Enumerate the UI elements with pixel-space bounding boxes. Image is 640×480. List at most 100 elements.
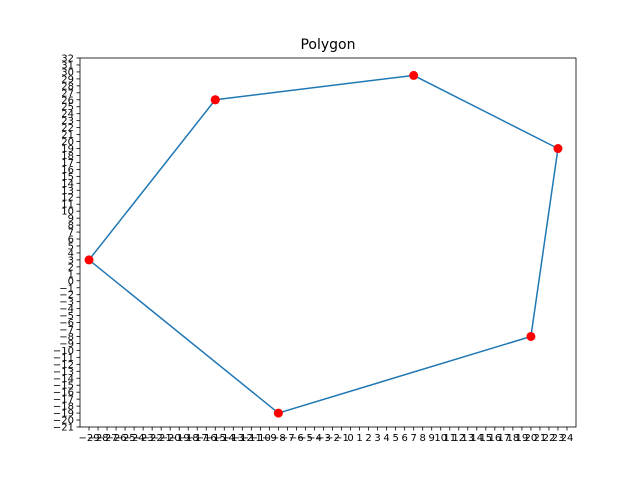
x-tick-label: −16	[196, 433, 217, 444]
y-tick-label: −9	[59, 339, 74, 350]
x-tick-label: 0	[347, 433, 353, 444]
x-tick-label: −11	[241, 433, 262, 444]
x-tick-label: −18	[178, 433, 199, 444]
y-tick-label: −4	[59, 304, 74, 315]
y-tick-label: 7	[68, 228, 74, 239]
x-tick-label: −13	[223, 433, 244, 444]
y-tick-label: −20	[53, 416, 74, 427]
y-tick-label: −2	[59, 290, 74, 301]
y-tick-label: −10	[53, 346, 74, 357]
y-tick-label: −12	[53, 360, 74, 371]
x-tick-label: 10	[434, 433, 447, 444]
x-tick-label: −14	[214, 433, 235, 444]
y-tick-label: 30	[61, 67, 74, 78]
x-tick-label: 20	[525, 433, 538, 444]
x-tick-label: −20	[160, 433, 181, 444]
x-tick-label: −4	[307, 433, 322, 444]
x-tick-label: −24	[124, 433, 145, 444]
y-tick-label: 28	[61, 81, 74, 92]
x-tick-label: −29	[78, 433, 99, 444]
y-tick-label: 32	[61, 54, 74, 65]
polygon-vertex-marker	[409, 70, 419, 80]
y-tick-label: 11	[61, 200, 74, 211]
y-tick-label: −16	[53, 388, 74, 399]
y-tick-label: 12	[61, 193, 74, 204]
x-tick-label: 9	[429, 433, 435, 444]
y-axis-ticks: −21−20−19−18−17−16−15−14−13−12−11−10−9−8…	[53, 54, 80, 434]
x-tick-label: −21	[151, 433, 172, 444]
x-tick-label: 6	[401, 433, 407, 444]
x-tick-label: −25	[115, 433, 136, 444]
x-tick-label: −1	[334, 433, 349, 444]
y-tick-label: 4	[68, 248, 74, 259]
x-tick-label: −19	[169, 433, 190, 444]
x-tick-label: −26	[106, 433, 127, 444]
x-tick-label: 21	[534, 433, 547, 444]
y-tick-label: 25	[61, 102, 74, 113]
y-tick-label: −6	[59, 318, 74, 329]
x-tick-label: 7	[410, 433, 416, 444]
y-tick-label: 31	[61, 60, 74, 71]
x-tick-label: −10	[250, 433, 271, 444]
y-tick-label: 10	[61, 207, 74, 218]
y-tick-label: 2	[68, 262, 74, 273]
y-tick-label: 8	[68, 221, 74, 232]
y-tick-label: −19	[53, 409, 74, 420]
y-tick-label: 5	[68, 241, 74, 252]
x-tick-label: −8	[271, 433, 286, 444]
y-tick-label: 16	[61, 165, 74, 176]
x-tick-label: −6	[289, 433, 304, 444]
y-tick-label: 13	[61, 186, 74, 197]
x-tick-label: 19	[516, 433, 529, 444]
y-tick-label: −1	[59, 283, 74, 294]
x-tick-label: −12	[232, 433, 253, 444]
x-tick-label: 5	[392, 433, 398, 444]
x-tick-label: 2	[365, 433, 371, 444]
y-tick-label: −3	[59, 297, 74, 308]
y-tick-label: 27	[61, 88, 74, 99]
x-axis-ticks: −29−28−27−26−25−24−23−22−21−20−19−18 −1 7 −…	[78, 427, 573, 444]
x-tick-label: −22	[142, 433, 163, 444]
x-tick-label: −27	[96, 433, 117, 444]
x-tick-label: 1	[356, 433, 362, 444]
polygon-vertex-marker	[210, 95, 220, 105]
polygon-vertex-marker	[553, 144, 563, 154]
x-tick-label: −3	[316, 433, 331, 444]
y-tick-label: 1	[68, 269, 74, 280]
polygon-vertex-marker	[273, 408, 283, 418]
x-tick-label: 13	[461, 433, 474, 444]
y-tick-label: 14	[61, 179, 74, 190]
x-tick-label: 24	[561, 433, 574, 444]
y-tick-label: 0	[68, 276, 74, 287]
x-tick-label: −9	[262, 433, 277, 444]
x-tick-label: 17	[497, 433, 510, 444]
polygon-vertex-marker	[84, 255, 94, 265]
y-tick-label: −7	[59, 325, 74, 336]
y-tick-label: 15	[61, 172, 74, 183]
y-tick-label: 29	[61, 74, 74, 85]
y-tick-label: −13	[53, 367, 74, 378]
x-tick-label: −28	[87, 433, 108, 444]
y-tick-label: −14	[53, 374, 74, 385]
x-tick-label: 3	[374, 433, 380, 444]
y-tick-label: 24	[61, 109, 74, 120]
polygon-vertex-marker	[526, 331, 536, 341]
y-tick-label: 18	[61, 151, 74, 162]
y-tick-label: 22	[61, 123, 74, 134]
y-tick-label: 9	[68, 214, 74, 225]
y-tick-label: 17	[61, 158, 74, 169]
y-tick-label: 6	[68, 235, 74, 246]
x-tick-label: 22	[543, 433, 556, 444]
y-tick-label: −5	[59, 311, 74, 322]
x-tick-label: 14	[470, 433, 483, 444]
x-tick-label: −15	[205, 433, 226, 444]
x-tick-label: −23	[133, 433, 154, 444]
x-tick-label: 18	[507, 433, 520, 444]
x-tick-label: 15	[479, 433, 492, 444]
x-tick-label: 12	[452, 433, 465, 444]
y-tick-label: −17	[53, 395, 74, 406]
chart-title: Polygon	[300, 37, 355, 53]
x-tick-label: −5	[298, 433, 313, 444]
